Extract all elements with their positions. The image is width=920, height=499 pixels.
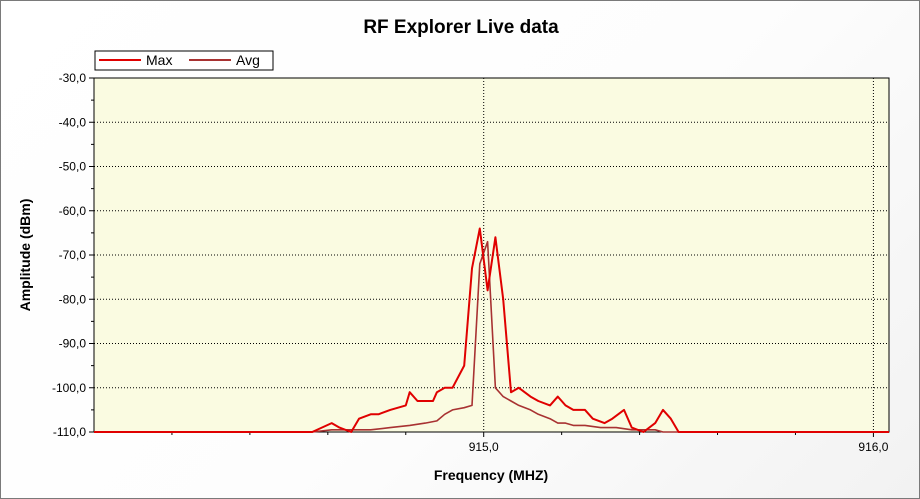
y-tick-label: -40,0: [59, 115, 87, 129]
x-tick-label: 915,0: [469, 440, 499, 454]
legend-avg-label: Avg: [236, 52, 260, 68]
y-tick-label: -50,0: [59, 160, 87, 174]
series-line-max: [94, 227, 889, 433]
y-tick-label: -60,0: [59, 204, 87, 218]
series-layer: [94, 227, 889, 433]
axis-ticks: -30,0 -40,0 -50,0 -60,0 -70,0 -80,0 -90,0 -100,…: [52, 71, 889, 454]
x-tick-label: 916,0: [858, 440, 888, 454]
legend: Max Avg: [94, 50, 274, 71]
legend-box: [94, 50, 274, 71]
y-tick-label: -30,0: [59, 71, 87, 85]
chart-title: RF Explorer Live data: [363, 17, 559, 38]
y-tick-label: -70,0: [59, 248, 87, 262]
y-tick-label: -80,0: [59, 292, 87, 306]
y-tick-label: -100,0: [52, 381, 86, 395]
y-tick-label: -90,0: [59, 337, 87, 351]
x-axis-label: Frequency (MHZ): [434, 467, 548, 483]
y-tick-label: -110,0: [53, 425, 86, 439]
y-axis-label: Amplitude (dBm): [17, 199, 33, 312]
legend-max-label: Max: [146, 52, 172, 68]
